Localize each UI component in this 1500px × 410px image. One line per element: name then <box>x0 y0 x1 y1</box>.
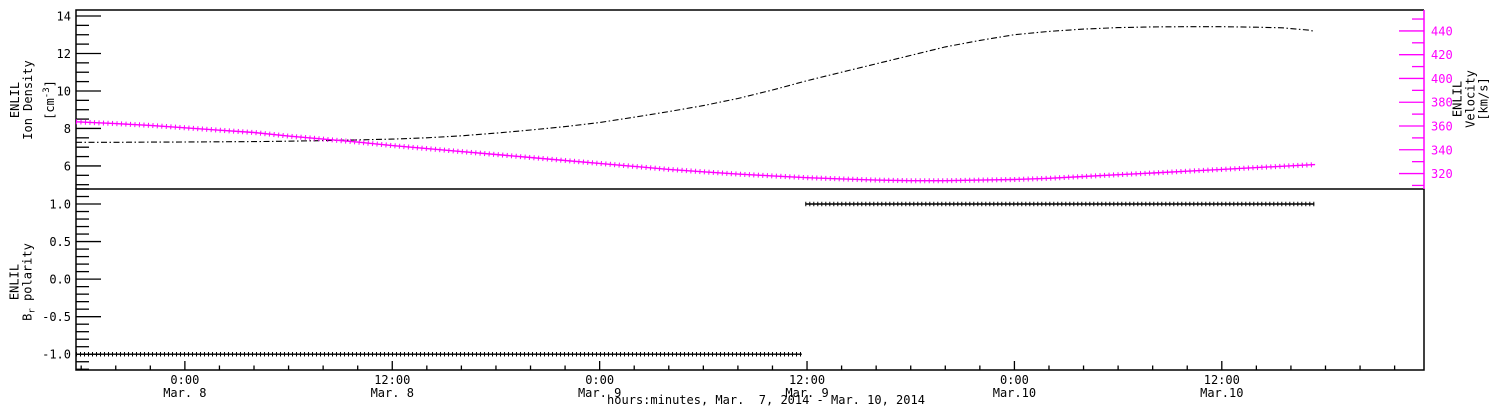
tick-label: 320 <box>1431 167 1453 181</box>
tick-label: 380 <box>1431 96 1453 110</box>
polarity-y-axis: -1.0 -0.5 0.0 0.5 1.0 <box>42 188 101 370</box>
density-axis-label-line2: Ion Density <box>21 60 35 140</box>
x-axis-title: hours:minutes, Mar. 7, 2014 - Mar. 10, 2… <box>607 393 925 407</box>
ion-density-curve <box>76 26 1316 143</box>
x-tick-time: 0:00 <box>585 373 614 387</box>
velocity-curve-markers <box>75 119 1316 184</box>
tick-label: -0.5 <box>42 310 71 324</box>
x-tick-date: Mar. 9 <box>578 386 621 400</box>
tick-label: 440 <box>1431 24 1453 38</box>
polarity-axis-label-line2: Br polarity <box>20 243 38 321</box>
x-tick-time: 12:00 <box>789 373 825 387</box>
tick-label: 8 <box>64 122 71 136</box>
tick-label: 360 <box>1431 120 1453 134</box>
polarity-axis-label: ENLIL Br polarity <box>7 243 39 321</box>
top-panel-frame <box>75 9 1424 189</box>
tick-label: 340 <box>1431 143 1453 157</box>
tick-label: 14 <box>57 9 71 23</box>
series-curves <box>75 26 1316 357</box>
bottom-panel-frame <box>75 188 1425 371</box>
density-y-axis: 6 8 10 12 14 <box>57 9 101 186</box>
x-tick-time: 12:00 <box>374 373 410 387</box>
tick-label: 1.0 <box>49 198 71 212</box>
x-tick-time: 12:00 <box>1204 373 1240 387</box>
x-tick-time: 0:00 <box>170 373 199 387</box>
x-tick-date: Mar.10 <box>1200 386 1243 400</box>
density-axis-label: ENLIL Ion Density [cm-3] <box>8 60 57 140</box>
tick-label: 12 <box>57 47 71 61</box>
velocity-axis-label: ENLIL Velocity [km/s] <box>1451 70 1491 128</box>
x-tick-date: Mar.10 <box>993 386 1036 400</box>
tick-label: 0.5 <box>49 235 71 249</box>
x-tick-time: 0:00 <box>1000 373 1029 387</box>
velocity-axis-unit: [km/s] <box>1476 77 1491 121</box>
tick-label: 400 <box>1431 72 1453 86</box>
x-tick-date: Mar. 8 <box>371 386 414 400</box>
x-tick-date: Mar. 8 <box>163 386 206 400</box>
tick-label: 10 <box>57 84 71 98</box>
x-tick-date: Mar. 9 <box>785 386 828 400</box>
tick-label: 0.0 <box>49 273 71 287</box>
velocity-y-axis: 320 340 360 380 400 420 440 <box>1399 18 1453 187</box>
tick-label: -1.0 <box>42 348 71 362</box>
tick-label: 6 <box>64 159 71 173</box>
tick-label: 420 <box>1431 48 1453 62</box>
density-axis-unit: [cm-3] <box>42 80 57 120</box>
